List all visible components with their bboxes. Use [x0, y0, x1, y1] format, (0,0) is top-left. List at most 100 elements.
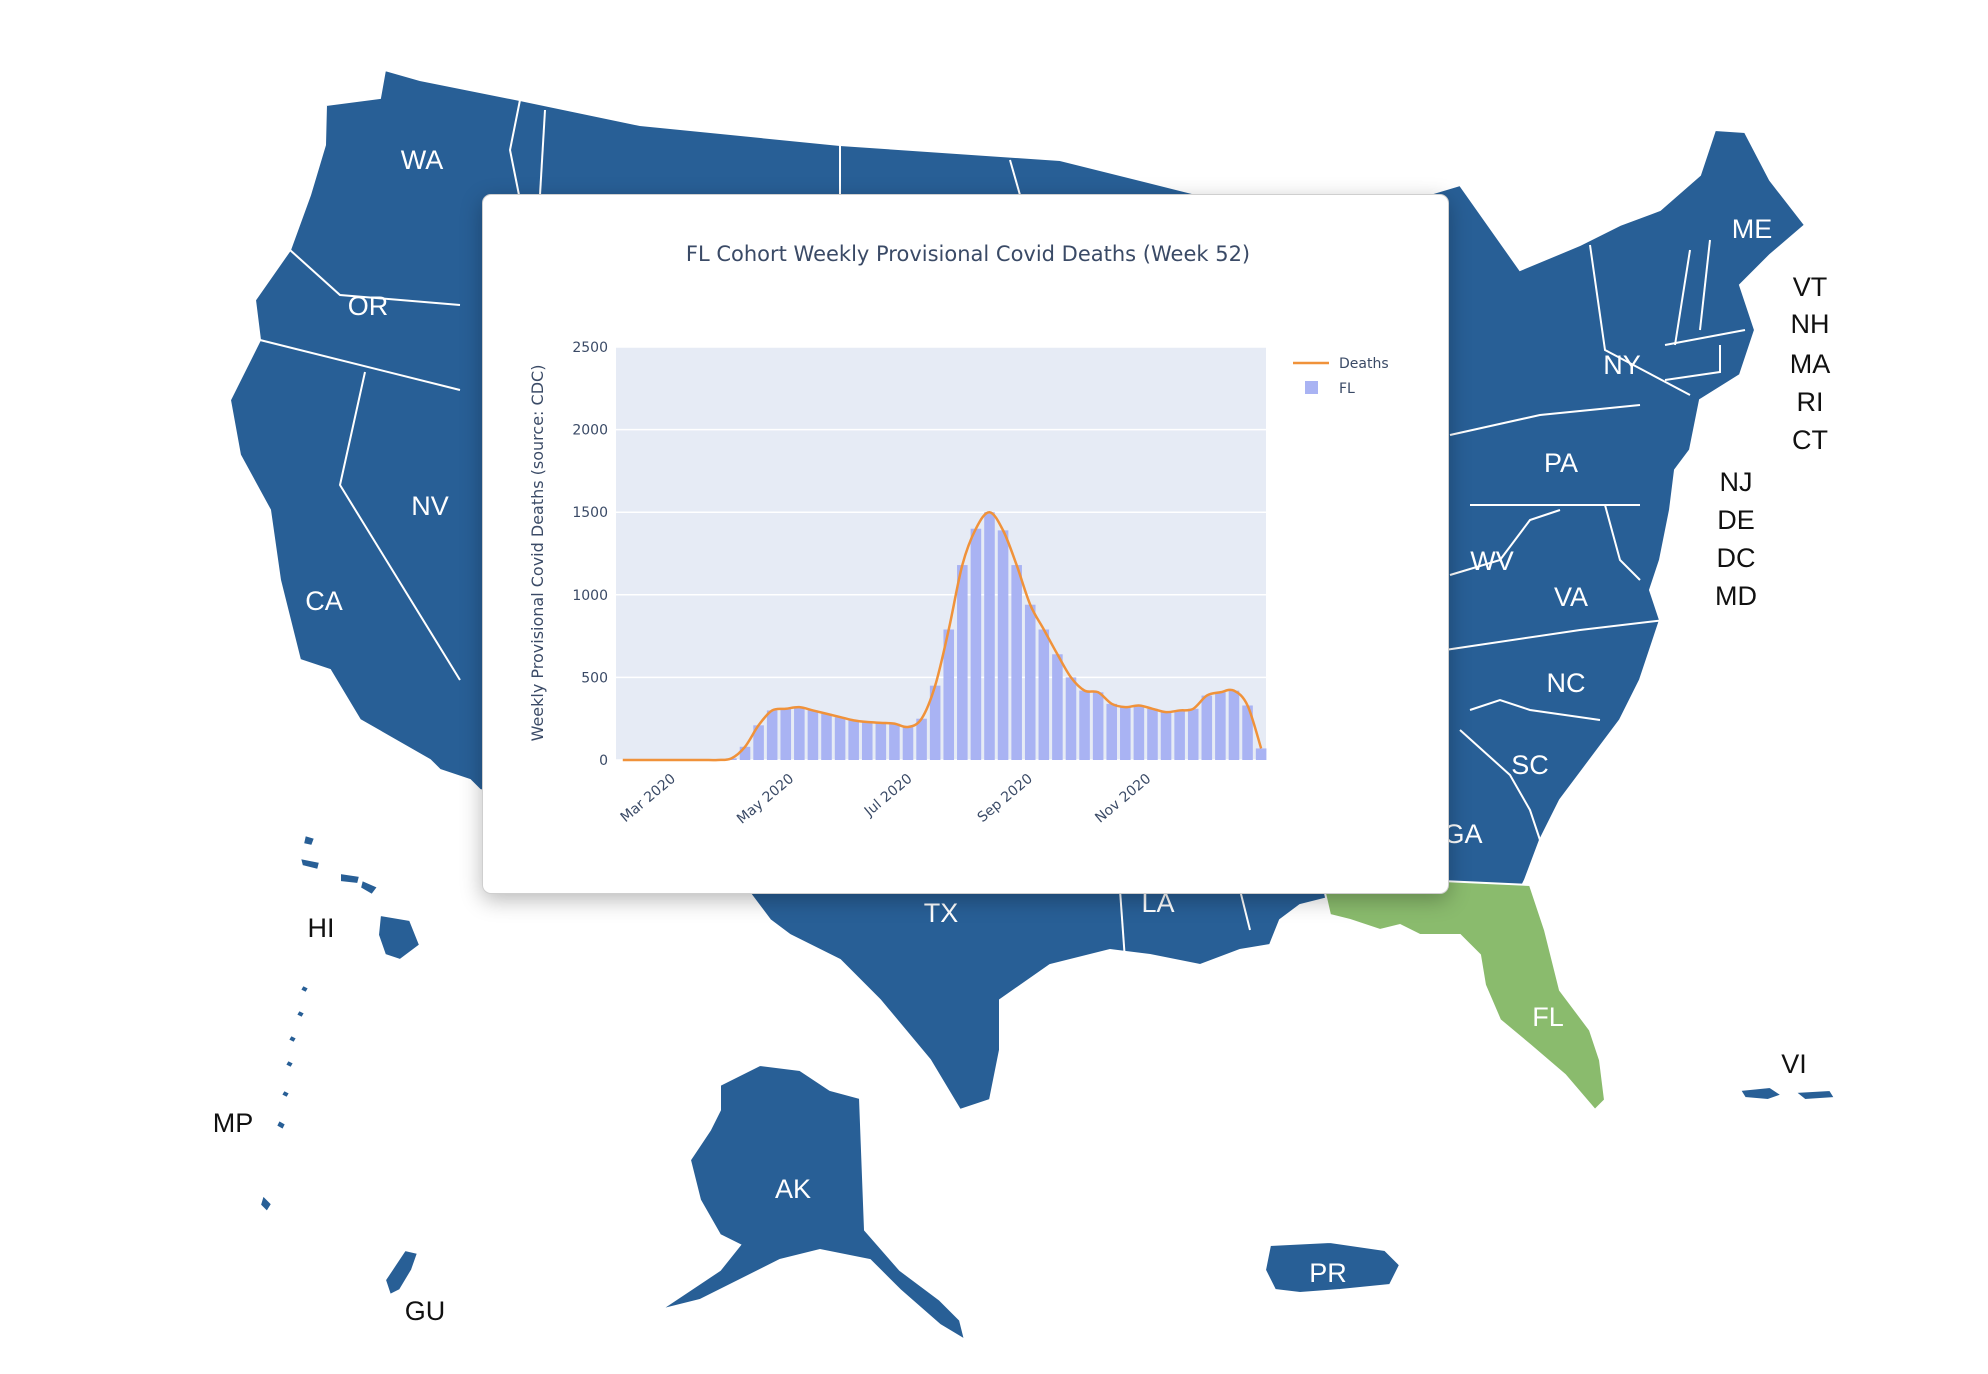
border-mn [1009, 159, 1021, 196]
bar[interactable] [970, 528, 982, 760]
legend-fl[interactable]: FL [1339, 381, 1355, 397]
label-ny: NY [1603, 350, 1641, 380]
bar[interactable] [807, 710, 819, 760]
y-tick-label: 500 [581, 670, 608, 686]
plot-area [616, 347, 1266, 760]
bar[interactable] [984, 512, 995, 760]
bar[interactable] [1228, 690, 1240, 760]
state-gu[interactable] [383, 1248, 420, 1297]
y-axis: 0 500 1000 1500 2000 2500 [572, 340, 608, 769]
legend-deaths[interactable]: Deaths [1339, 356, 1389, 372]
bar[interactable] [1092, 692, 1104, 760]
bar[interactable] [1120, 707, 1131, 760]
label-tx: TX [924, 898, 959, 928]
state-ak[interactable] [659, 1063, 967, 1343]
y-tick-label: 2500 [572, 340, 608, 356]
label-ct: CT [1792, 425, 1828, 455]
border-sc-ga [1459, 729, 1541, 841]
border-wv-va [1449, 509, 1561, 576]
state-hi[interactable] [298, 833, 422, 962]
bar[interactable] [848, 720, 859, 760]
label-nc: NC [1547, 668, 1586, 698]
bar[interactable] [1187, 708, 1199, 760]
border-ca-nv [338, 371, 461, 681]
bar[interactable] [943, 629, 955, 760]
bar[interactable] [1106, 703, 1118, 760]
label-fl: FL [1532, 1002, 1564, 1032]
label-va: VA [1554, 582, 1588, 612]
bar[interactable] [834, 717, 846, 760]
border-ny [1589, 244, 1691, 396]
state-fl[interactable] [1320, 879, 1607, 1112]
label-md: MD [1715, 581, 1757, 611]
bar[interactable] [1242, 705, 1253, 760]
label-nj: NJ [1720, 467, 1753, 497]
label-hi: HI [308, 913, 335, 943]
bar[interactable] [1079, 690, 1090, 760]
y-axis-title: Weekly Provisional Covid Deaths (source:… [528, 365, 547, 742]
bar[interactable] [753, 725, 764, 760]
border-wa-or [289, 249, 461, 306]
state-chart-popup[interactable]: FL Cohort Weekly Provisional Covid Death… [482, 194, 1449, 894]
label-mp: MP [213, 1108, 254, 1138]
border-md-de [1604, 504, 1641, 581]
border-ct-ri [1664, 345, 1721, 381]
x-tick-label: May 2020 [734, 771, 797, 828]
label-nh: NH [1791, 309, 1830, 339]
label-ri: RI [1797, 387, 1824, 417]
bar[interactable] [1065, 677, 1077, 760]
y-tick-label: 0 [599, 753, 608, 769]
bar[interactable] [739, 746, 751, 760]
x-tick-label: Sep 2020 [975, 771, 1036, 826]
bar[interactable] [766, 710, 778, 760]
bar[interactable] [902, 726, 914, 760]
bar[interactable] [1201, 695, 1213, 760]
covid-deaths-chart: FL Cohort Weekly Provisional Covid Death… [528, 242, 1389, 828]
bar[interactable] [997, 530, 1009, 760]
state-pr[interactable] [1263, 1240, 1402, 1295]
state-mp[interactable] [258, 983, 311, 1214]
x-tick-label: Mar 2020 [618, 771, 679, 826]
border-nh-me [1699, 239, 1711, 331]
label-vt: VT [1793, 272, 1828, 302]
bar[interactable] [889, 723, 900, 760]
border-ma [1664, 329, 1746, 346]
bar[interactable] [916, 718, 927, 760]
bar[interactable] [1133, 705, 1145, 760]
state-vi[interactable] [1738, 1085, 1837, 1102]
border-or-ca [259, 339, 461, 391]
bar[interactable] [780, 708, 792, 760]
label-me: ME [1732, 214, 1773, 244]
bar[interactable] [1024, 604, 1036, 760]
bar[interactable] [861, 722, 873, 760]
bar[interactable] [1160, 712, 1172, 760]
bar[interactable] [929, 685, 941, 760]
y-tick-label: 1500 [572, 505, 608, 521]
bar[interactable] [794, 707, 805, 760]
x-tick-label: Nov 2020 [1092, 771, 1154, 827]
x-tick-label: Jul 2020 [861, 771, 916, 821]
bar[interactable] [1147, 708, 1158, 760]
border-ny-pa [1449, 404, 1641, 436]
legend-bar-swatch [1305, 381, 1318, 394]
bar[interactable] [957, 565, 968, 760]
bar[interactable] [1052, 654, 1063, 760]
label-nv: NV [411, 491, 449, 521]
border-la-ms [1239, 889, 1251, 931]
bar[interactable] [1011, 565, 1022, 760]
bar[interactable] [1174, 710, 1185, 760]
bar[interactable] [875, 722, 887, 760]
bar[interactable] [1038, 629, 1050, 760]
label-ca: CA [305, 586, 343, 616]
border-va-nc [1444, 619, 1666, 651]
bar[interactable] [1215, 692, 1226, 760]
bar[interactable] [821, 713, 832, 760]
label-dc: DC [1717, 543, 1756, 573]
bar[interactable] [1255, 748, 1267, 760]
x-axis: Mar 2020 May 2020 Jul 2020 Sep 2020 Nov 2020 [618, 771, 1155, 828]
label-vi: VI [1781, 1049, 1807, 1079]
label-ga: GA [1443, 819, 1482, 849]
border-vt-nh [1674, 249, 1691, 346]
legend[interactable]: Deaths FL [1293, 356, 1389, 397]
label-sc: SC [1511, 750, 1549, 780]
